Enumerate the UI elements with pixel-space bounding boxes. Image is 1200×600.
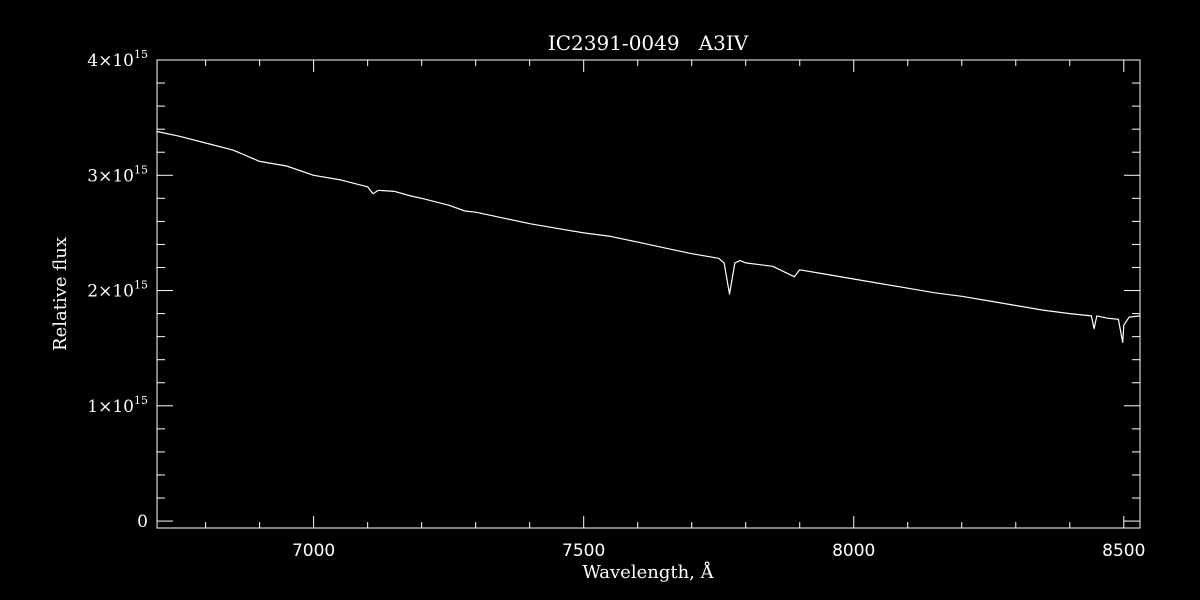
plot-frame [156, 59, 1141, 529]
x-axis-label: Wavelength, Å [582, 561, 714, 583]
y-tick-label: 4×1015 [87, 48, 148, 71]
y-tick-exponent: 15 [134, 279, 148, 292]
y-tick-exponent: 15 [134, 394, 148, 407]
y-tick-exponent: 15 [134, 163, 148, 176]
x-tick-label: 7000 [292, 541, 335, 561]
plot-border [156, 59, 1141, 529]
y-tick-label: 2×1015 [87, 279, 148, 302]
y-tick-mantissa: 1×10 [87, 397, 134, 417]
y-axis-ticks [157, 59, 1140, 522]
y-tick-mantissa: 4×10 [87, 51, 134, 71]
y-tick-label: 3×1015 [87, 163, 148, 186]
y-axis-label: Relative flux [50, 237, 71, 351]
x-tick-label: 8000 [832, 541, 875, 561]
y-tick-mantissa: 2×10 [87, 282, 134, 302]
y-tick-label: 1×1015 [87, 394, 148, 417]
x-tick-label: 8500 [1102, 541, 1145, 561]
y-tick-exponent: 15 [134, 48, 148, 61]
y-tick-label: 0 [137, 512, 148, 532]
x-tick-label: 7500 [562, 541, 605, 561]
chart-title: IC2391-0049 A3IV [548, 31, 749, 55]
spectrum-line [156, 130, 1141, 343]
x-axis-ticks [205, 60, 1125, 528]
y-tick-mantissa: 3×10 [87, 166, 134, 186]
x-axis-tick-labels: 7000 7500 8000 8500 [292, 541, 1145, 561]
series-layer [156, 130, 1141, 343]
